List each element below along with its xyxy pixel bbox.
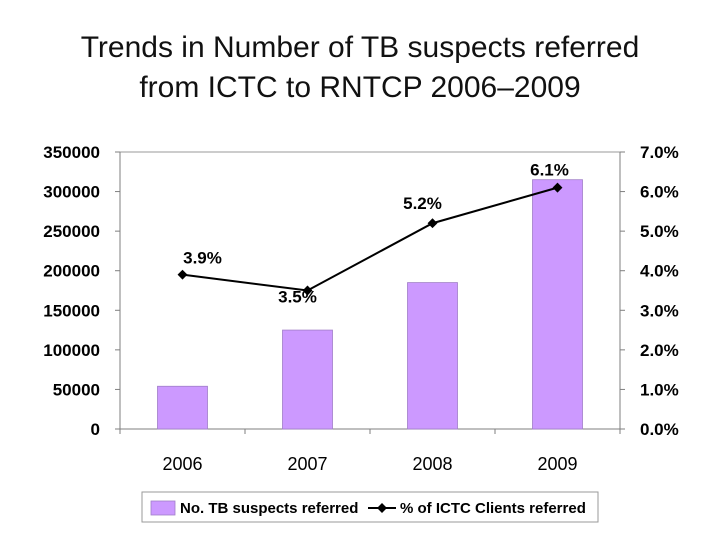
line-data-label: 5.2%: [403, 194, 442, 213]
line-point-marker: [177, 269, 188, 280]
y-left-tick-label: 100000: [43, 341, 100, 360]
legend-swatch-bar: [150, 500, 176, 516]
chart-title-line-2: from ICTC to RNTCP 2006–2009: [139, 71, 581, 104]
line-data-label: 6.1%: [530, 161, 569, 180]
y-left-tick-label: 50000: [53, 380, 100, 399]
bar-tb-suspects-referred: [282, 329, 333, 430]
y-left-tick-label: 150000: [43, 301, 100, 320]
line-point-marker: [427, 218, 438, 229]
y-right-tick-label: 1.0%: [640, 380, 679, 399]
y-left-tick-label: 350000: [43, 143, 100, 162]
x-category-label: 2007: [287, 454, 327, 474]
x-category-label: 2006: [162, 454, 202, 474]
y-right-tick-label: 7.0%: [640, 143, 679, 162]
x-category-label: 2008: [412, 454, 452, 474]
legend-label-bar: No. TB suspects referred: [180, 500, 358, 517]
line-point-marker: [302, 285, 313, 296]
y-right-tick-label: 0.0%: [640, 420, 679, 439]
legend-label-line: % of ICTC Clients referred: [400, 500, 586, 517]
chart-title: Trends in Number of TB suspects referred…: [0, 28, 720, 108]
y-right-tick-label: 3.0%: [640, 301, 679, 320]
y-right-tick-label: 2.0%: [640, 341, 679, 360]
y-right-tick-label: 4.0%: [640, 262, 679, 281]
line-data-label: 3.5%: [278, 288, 317, 307]
chart-title-line-1: Trends in Number of TB suspects referred: [80, 31, 640, 64]
y-left-tick-label: 250000: [43, 222, 100, 241]
line-ictc-clients-referred: [182, 186, 558, 292]
line-point-marker: [552, 182, 563, 193]
line-data-label: 3.9%: [183, 249, 222, 268]
y-left-tick-label: 200000: [43, 262, 100, 281]
y-right-tick-label: 5.0%: [640, 222, 679, 241]
bar-tb-suspects-referred: [532, 179, 583, 430]
y-right-tick-label: 6.0%: [640, 183, 679, 202]
bar-tb-suspects-referred: [407, 282, 458, 430]
y-left-tick-label: 300000: [43, 183, 100, 202]
x-category-label: 2009: [537, 454, 577, 474]
legend-swatch-marker: [377, 503, 387, 513]
bar-tb-suspects-referred: [157, 385, 208, 430]
y-left-tick-label: 0: [91, 420, 100, 439]
